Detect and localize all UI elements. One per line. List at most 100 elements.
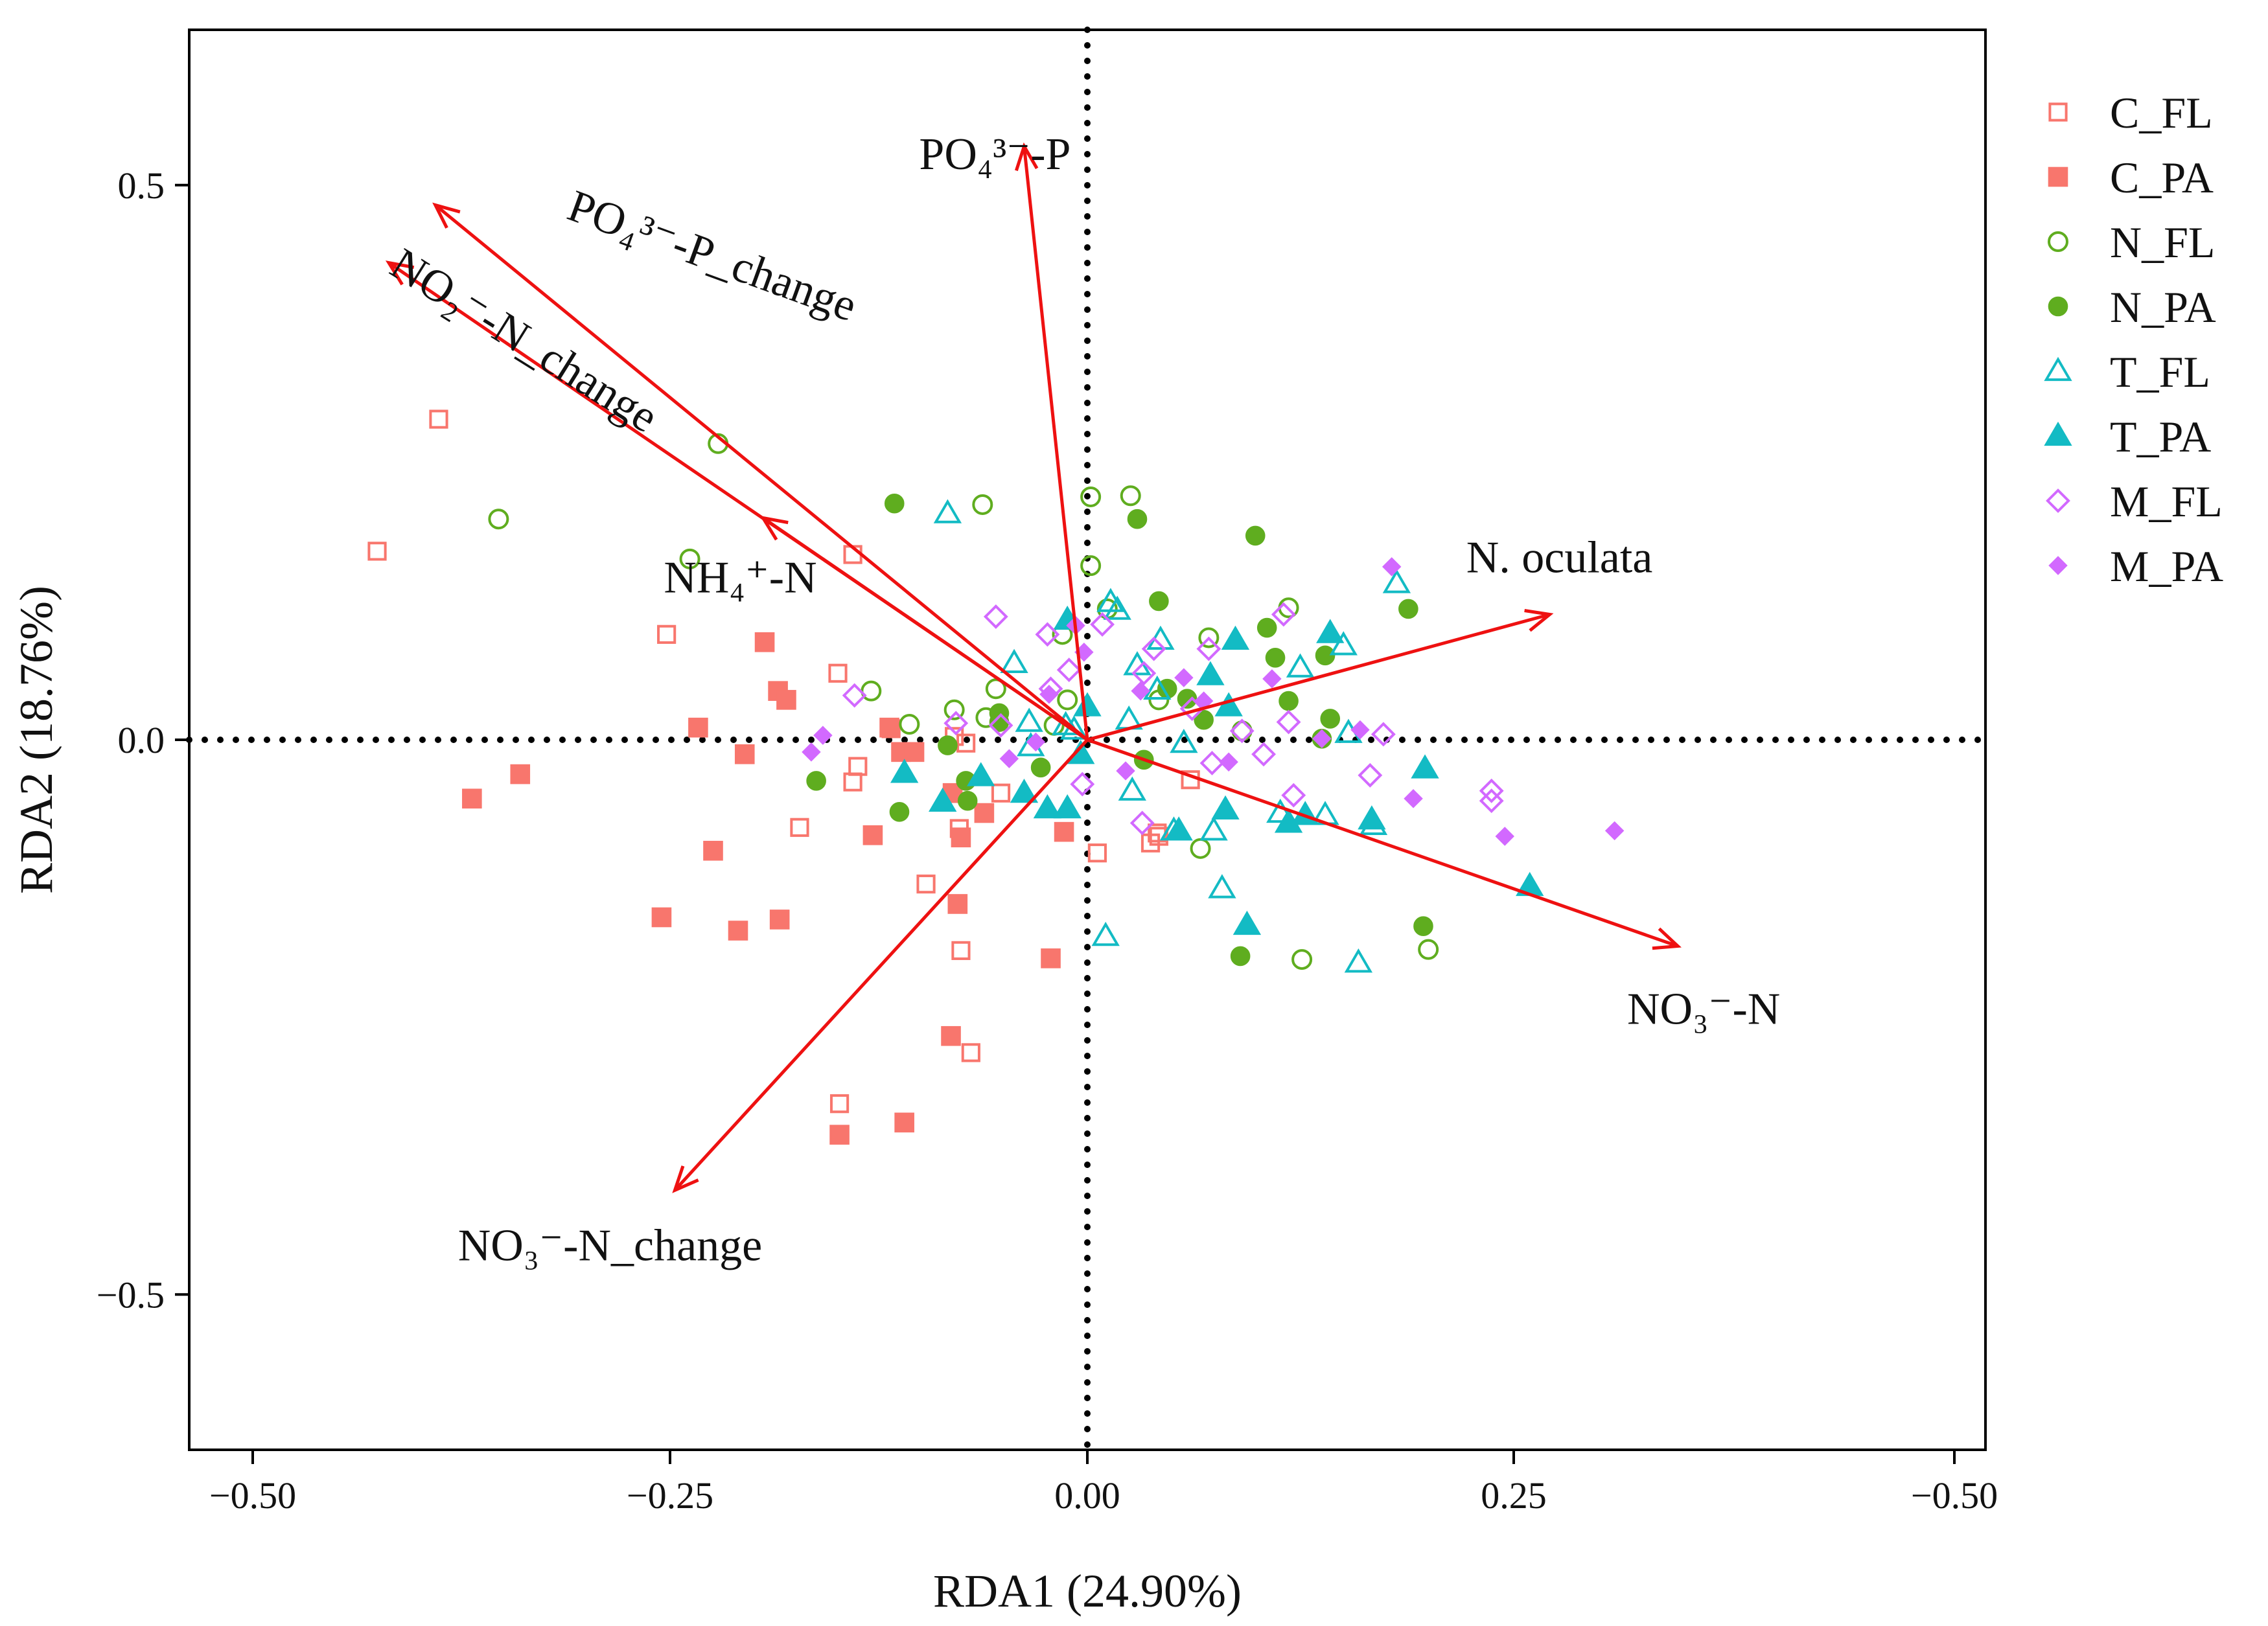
point-n-fl-0 bbox=[488, 509, 509, 530]
reference-lines bbox=[186, 27, 1989, 1453]
point-m-pa-17 bbox=[1604, 821, 1625, 841]
x-axis-title: RDA1 (24.90%) bbox=[933, 1565, 1242, 1617]
point-m-pa-0 bbox=[802, 742, 821, 762]
point-c-fl-9 bbox=[951, 941, 971, 960]
arrow-label: NO₃⁻-N_change bbox=[458, 1220, 763, 1270]
legend-label: C_FL bbox=[2110, 88, 2213, 137]
arrow-shaft bbox=[1087, 613, 1551, 742]
scatter-points bbox=[367, 409, 1625, 1145]
point-n-fl-21 bbox=[1291, 949, 1313, 970]
point-t-pa-0 bbox=[890, 759, 919, 783]
point-c-pa-2 bbox=[651, 907, 672, 928]
point-n-pa-19 bbox=[1315, 645, 1336, 666]
legend-label: N_PA bbox=[2110, 282, 2216, 332]
point-c-fl-12 bbox=[991, 783, 1011, 803]
point-m-fl-8 bbox=[1090, 612, 1115, 637]
point-t-fl-15 bbox=[1199, 816, 1228, 841]
point-t-fl-12 bbox=[1118, 776, 1146, 801]
arrow-no-n-change: NO₃⁻-N_change bbox=[458, 739, 1089, 1270]
legend-label: T_PA bbox=[2110, 412, 2211, 461]
point-m-fl-14 bbox=[1199, 751, 1225, 775]
point-c-fl-8 bbox=[916, 875, 936, 894]
point-n-pa-3 bbox=[938, 735, 958, 755]
legend-item-m-fl: M_FL bbox=[2046, 477, 2223, 526]
point-n-pa-0 bbox=[884, 493, 905, 514]
legend-item-n-fl: N_FL bbox=[2048, 218, 2215, 267]
point-m-pa-2 bbox=[999, 749, 1019, 768]
point-m-pa-3 bbox=[1026, 732, 1046, 752]
series-m-pa bbox=[802, 557, 1625, 846]
point-t-fl-19 bbox=[1329, 631, 1358, 656]
point-n-pa-10 bbox=[1149, 591, 1169, 612]
point-m-fl-16 bbox=[1251, 742, 1276, 767]
point-n-pa-16 bbox=[1256, 617, 1277, 638]
arrow-label: N. oculata bbox=[1466, 532, 1653, 582]
point-m-fl-11 bbox=[1129, 810, 1155, 836]
point-t-fl-24 bbox=[1344, 948, 1373, 973]
point-n-pa-13 bbox=[1177, 689, 1198, 709]
point-n-pa-5 bbox=[957, 790, 978, 811]
point-c-fl-7 bbox=[790, 818, 809, 837]
legend-item-t-fl: T_FL bbox=[2044, 347, 2210, 396]
point-m-pa-1 bbox=[813, 726, 833, 745]
point-m-fl-13 bbox=[1196, 636, 1221, 661]
point-c-fl-1 bbox=[429, 409, 448, 429]
point-n-pa-22 bbox=[1398, 599, 1418, 619]
point-c-pa-14 bbox=[904, 742, 925, 762]
arrow-nh-n: NH₄⁺-N bbox=[664, 516, 1089, 742]
point-c-pa-22 bbox=[1041, 948, 1061, 968]
legend-label: M_PA bbox=[2110, 542, 2223, 591]
point-n-pa-24 bbox=[1230, 946, 1251, 967]
legend-key-m-fl bbox=[2046, 488, 2070, 513]
point-t-pa-6 bbox=[1053, 794, 1082, 819]
legend-item-m-pa: M_PA bbox=[2048, 542, 2223, 591]
point-t-fl-25 bbox=[1091, 921, 1120, 946]
point-m-fl-6 bbox=[1056, 658, 1082, 683]
y-axis-ticks: 0.5 0.0 −0.5 bbox=[97, 165, 189, 1316]
point-t-fl-17 bbox=[1266, 798, 1295, 823]
arrow-shaft bbox=[1022, 146, 1089, 740]
point-m-fl-21 bbox=[1371, 722, 1396, 747]
legend-label: T_FL bbox=[2110, 347, 2210, 396]
point-m-pa-7 bbox=[1116, 761, 1135, 781]
point-c-fl-18 bbox=[1149, 827, 1168, 846]
point-c-pa-12 bbox=[879, 717, 899, 738]
point-t-pa-18 bbox=[1411, 754, 1439, 779]
point-t-pa-4 bbox=[1033, 794, 1062, 819]
point-n-fl-22 bbox=[1418, 939, 1439, 960]
point-m-fl-9 bbox=[1131, 661, 1157, 686]
point-m-fl-0 bbox=[842, 683, 867, 708]
arrow-head bbox=[1524, 608, 1554, 632]
point-c-fl-17 bbox=[1087, 843, 1107, 863]
legend-label: N_FL bbox=[2110, 218, 2215, 267]
point-c-fl-14 bbox=[829, 1094, 850, 1114]
point-t-fl-16 bbox=[1208, 874, 1236, 899]
legend: C_FL C_PA N_FL N_PA T_FL T_PA M_FL M_PA bbox=[2044, 88, 2223, 591]
point-n-fl-16 bbox=[1198, 627, 1220, 648]
series-m-fl bbox=[842, 602, 1504, 836]
point-m-fl-2 bbox=[983, 604, 1008, 629]
point-n-fl-7 bbox=[985, 678, 1006, 700]
point-t-pa-12 bbox=[1211, 795, 1240, 819]
point-c-pa-18 bbox=[947, 894, 968, 914]
arrow-no-n: NO₃⁻-N bbox=[1087, 738, 1780, 1035]
point-n-fl-4 bbox=[899, 714, 920, 735]
x-tick-label: 0.25 bbox=[1481, 1474, 1547, 1517]
point-c-pa-19 bbox=[941, 1025, 961, 1046]
legend-key-c-pa bbox=[2048, 166, 2068, 187]
arrow-shaft bbox=[1087, 738, 1678, 948]
point-n-fl-12 bbox=[1080, 486, 1102, 507]
point-m-fl-7 bbox=[1070, 772, 1095, 797]
series-t-pa bbox=[890, 605, 1544, 935]
point-m-pa-11 bbox=[1262, 669, 1282, 689]
point-t-pa-20 bbox=[1073, 692, 1102, 716]
point-t-fl-0 bbox=[933, 499, 962, 523]
point-c-pa-21 bbox=[894, 1112, 914, 1133]
point-t-pa-17 bbox=[1358, 805, 1386, 830]
x-tick-label: −0.50 bbox=[209, 1474, 296, 1517]
arrow-label: PO₄³⁻-P bbox=[919, 130, 1070, 179]
point-t-pa-11 bbox=[1221, 625, 1250, 650]
point-n-pa-18 bbox=[1279, 691, 1299, 711]
series-c-pa bbox=[462, 632, 1074, 1145]
